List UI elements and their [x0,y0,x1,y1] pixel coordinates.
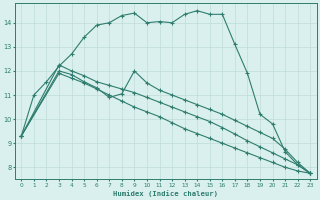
X-axis label: Humidex (Indice chaleur): Humidex (Indice chaleur) [113,190,218,197]
